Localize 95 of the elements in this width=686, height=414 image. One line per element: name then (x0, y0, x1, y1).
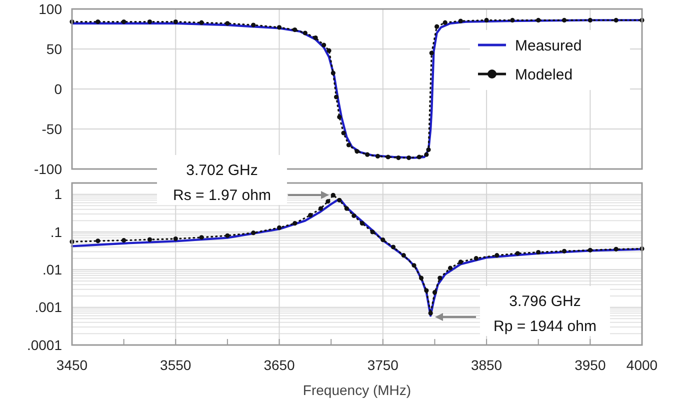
legend-label: Measured (515, 37, 582, 54)
point (225, 21, 230, 26)
point (562, 18, 567, 22)
point (588, 18, 592, 22)
point (614, 18, 618, 22)
x-tick-label: 3750 (367, 357, 399, 373)
point (494, 253, 500, 258)
legend-label: Modeled (515, 66, 573, 84)
point (276, 25, 282, 30)
point (418, 276, 424, 280)
point (365, 152, 370, 157)
y-tick-label: .01 (42, 262, 62, 278)
point (442, 20, 448, 25)
point (337, 114, 342, 120)
point (199, 20, 204, 25)
point (536, 18, 541, 22)
point (434, 24, 440, 29)
point (122, 20, 126, 24)
point (438, 276, 442, 280)
y-tick-label: 0 (54, 80, 62, 97)
point (406, 156, 412, 160)
point (375, 154, 380, 158)
point (429, 50, 434, 56)
x-tick-label: 3550 (160, 357, 192, 373)
x-tick-label: 4000 (626, 357, 658, 373)
y-tick-label: .1 (50, 224, 62, 240)
point (330, 70, 336, 76)
point (96, 238, 100, 244)
point (251, 230, 256, 236)
annotation: 3.796 GHz Rp = 1944 ohm (494, 293, 596, 335)
point (352, 213, 356, 218)
point (448, 266, 453, 270)
y-tick-label: .001 (34, 299, 62, 316)
point (432, 290, 438, 295)
point (412, 263, 416, 268)
point (386, 154, 390, 160)
point (326, 48, 332, 53)
point (510, 18, 515, 22)
x-tick-label: 3850 (470, 357, 502, 373)
y-tick-label: -50 (42, 120, 62, 137)
point (173, 20, 178, 24)
point (424, 152, 429, 157)
point (173, 236, 178, 242)
point (337, 198, 342, 202)
point (251, 22, 256, 28)
x-tick-label: 3950 (574, 357, 606, 373)
point (346, 142, 352, 148)
point (199, 235, 204, 240)
y-tick-label: 100 (38, 0, 62, 17)
point (302, 30, 308, 36)
x-axis-title: Frequency (MHz) (302, 382, 412, 398)
point (292, 221, 298, 226)
point (334, 94, 339, 100)
point (318, 206, 324, 211)
point (458, 18, 463, 24)
point (147, 20, 152, 24)
x-tick-label: 3650 (264, 357, 296, 373)
point (562, 248, 567, 254)
point (344, 206, 349, 211)
point (147, 237, 152, 242)
point (225, 233, 230, 238)
point (380, 238, 386, 242)
point (330, 192, 336, 198)
point (122, 238, 126, 243)
point (424, 288, 429, 293)
y-tick-label: .0001 (26, 336, 62, 353)
point (96, 20, 100, 24)
point (588, 248, 592, 252)
point (341, 130, 346, 136)
point (428, 310, 433, 316)
point (416, 154, 422, 160)
y-tick-label: 1 (54, 186, 62, 202)
annotation: 3.702 GHz Rs = 1.97 ohm (173, 162, 271, 204)
point (401, 253, 406, 258)
point (390, 244, 396, 250)
point (426, 148, 431, 152)
point (536, 250, 541, 255)
point (276, 225, 282, 230)
point (370, 230, 375, 234)
point (614, 246, 618, 252)
point (474, 256, 478, 261)
point (313, 36, 318, 40)
point (484, 18, 489, 22)
point (354, 149, 360, 154)
point (515, 251, 520, 256)
point (360, 221, 364, 226)
y-tick-label: -100 (34, 160, 62, 177)
point (458, 260, 463, 264)
point (308, 212, 313, 218)
point (322, 42, 326, 48)
x-tick-label: 3450 (56, 357, 88, 373)
point (396, 156, 401, 160)
y-tick-label: 50 (46, 40, 62, 57)
point (292, 28, 298, 32)
point (326, 199, 330, 204)
